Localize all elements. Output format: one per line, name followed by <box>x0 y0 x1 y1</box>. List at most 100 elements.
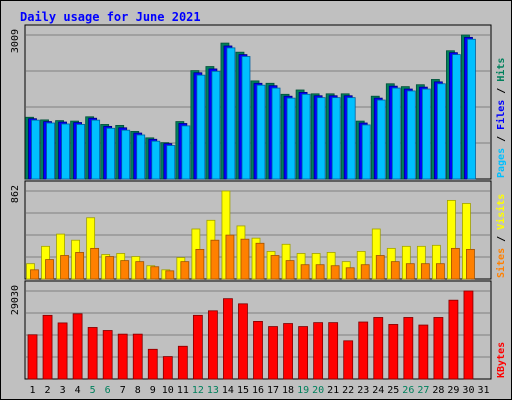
bar-pages-day-22 <box>346 97 356 180</box>
legend-visits: Visits <box>495 194 507 230</box>
bar-kbytes-day-28 <box>433 317 444 380</box>
x-tick-label-day-25: 25 <box>387 385 399 396</box>
x-tick-label-day-24: 24 <box>372 385 384 396</box>
legend-hits-files-pages: Pages / Files / Hits <box>495 58 507 178</box>
bar-pages-day-7 <box>121 129 131 180</box>
bar-kbytes-day-25 <box>388 324 399 380</box>
x-tick-label-day-18: 18 <box>282 385 294 396</box>
bar-sites-day-8 <box>135 261 145 280</box>
x-tick-label-day-20: 20 <box>312 385 324 396</box>
bar-pages-day-23 <box>361 124 371 180</box>
bar-sites-day-20 <box>315 264 325 280</box>
series-pages <box>31 38 476 180</box>
x-tick-label-day-13: 13 <box>207 385 219 396</box>
x-tick-label-day-6: 6 <box>105 385 111 396</box>
x-tick-label-day-30: 30 <box>462 385 474 396</box>
x-tick-label-day-7: 7 <box>120 385 126 396</box>
bar-sites-day-2 <box>45 259 54 280</box>
bar-sites-day-29 <box>451 247 460 280</box>
bar-sites-day-13 <box>210 239 220 280</box>
bar-pages-day-27 <box>421 88 431 180</box>
bar-kbytes-day-27 <box>418 324 429 380</box>
bar-pages-day-4 <box>76 124 86 180</box>
bar-sites-day-16 <box>255 242 265 280</box>
bar-kbytes-day-3 <box>57 322 68 380</box>
bar-pages-day-14 <box>226 47 236 180</box>
bar-sites-day-3 <box>60 255 69 280</box>
x-tick-label-day-12: 12 <box>192 385 204 396</box>
bar-sites-day-7 <box>120 260 130 280</box>
panel-hits-files-pages: 3009 Pages / Files / Hits <box>10 24 507 180</box>
bar-pages-day-24 <box>376 99 386 180</box>
x-tick-label-day-15: 15 <box>237 385 249 396</box>
bar-pages-day-12 <box>196 74 206 180</box>
bar-kbytes-day-29 <box>448 299 459 380</box>
bar-sites-day-18 <box>285 260 295 280</box>
bar-pages-day-5 <box>91 119 101 180</box>
legend-pages: Pages <box>496 148 507 178</box>
x-tick-label-day-3: 3 <box>60 385 66 396</box>
bar-kbytes-day-5 <box>87 327 98 380</box>
bar-kbytes-day-11 <box>177 345 188 380</box>
x-tick-label-day-26: 26 <box>402 385 414 396</box>
bar-sites-day-17 <box>270 255 280 280</box>
bar-kbytes-day-6 <box>102 330 113 380</box>
bar-sites-day-11 <box>180 261 190 280</box>
bar-pages-day-29 <box>452 54 461 180</box>
bar-sites-day-4 <box>75 252 85 280</box>
x-tick-label-day-4: 4 <box>75 385 81 396</box>
bar-kbytes-day-10 <box>162 356 173 380</box>
legend-visits-sites: Sites / Visits <box>495 194 507 278</box>
x-tick-label-day-27: 27 <box>417 385 429 396</box>
bar-kbytes-day-2 <box>42 314 53 380</box>
x-tick-label-day-28: 28 <box>432 385 444 396</box>
x-tick-label-day-14: 14 <box>222 385 234 396</box>
x-tick-label-day-2: 2 <box>45 385 51 396</box>
bar-kbytes-day-14 <box>223 298 233 380</box>
bar-sites-day-22 <box>345 267 355 280</box>
bar-pages-day-21 <box>331 97 341 180</box>
x-tick-label-day-1: 1 <box>30 385 36 396</box>
series-sites <box>30 234 475 280</box>
x-tick-label-day-23: 23 <box>357 385 369 396</box>
bar-kbytes-day-18 <box>283 323 293 380</box>
bar-kbytes-day-1 <box>27 334 38 380</box>
bar-kbytes-day-26 <box>403 317 414 380</box>
x-tick-label-day-19: 19 <box>297 385 309 396</box>
bar-pages-day-26 <box>406 90 416 180</box>
legend-sites: Sites <box>495 248 507 278</box>
bar-sites-day-1 <box>30 269 39 280</box>
bar-sites-day-14 <box>225 234 235 280</box>
bar-kbytes-day-17 <box>268 326 278 380</box>
max-label-kbytes: 29030 <box>10 285 21 315</box>
bar-kbytes-day-22 <box>343 340 354 380</box>
bar-kbytes-day-30 <box>463 290 474 380</box>
legend-kbytes: KBytes <box>496 342 507 378</box>
x-tick-label-day-8: 8 <box>135 385 141 396</box>
legend-separator: / <box>496 82 507 100</box>
legend-files: Files <box>495 100 507 130</box>
bar-sites-day-19 <box>300 264 310 280</box>
legend-separator: / <box>496 130 507 148</box>
x-tick-label-day-22: 22 <box>342 385 354 396</box>
bar-sites-day-12 <box>195 248 205 280</box>
series-kbytes <box>27 290 474 380</box>
bar-sites-day-10 <box>165 270 175 280</box>
bar-pages-day-13 <box>211 70 221 180</box>
legend-separator: / <box>496 230 507 248</box>
x-tick-label-day-31: 31 <box>477 385 489 396</box>
max-label-hits-files-pages: 3009 <box>10 29 21 53</box>
bar-pages-day-16 <box>256 84 266 180</box>
x-tick-label-day-9: 9 <box>150 385 156 396</box>
bar-sites-day-30 <box>466 248 475 280</box>
bar-pages-day-28 <box>436 83 446 180</box>
bar-sites-day-25 <box>390 261 400 280</box>
max-label-visits-sites: 862 <box>10 185 21 203</box>
bar-sites-day-28 <box>435 263 445 280</box>
bar-kbytes-day-21 <box>328 322 339 380</box>
bar-pages-day-6 <box>106 127 116 180</box>
bar-pages-day-2 <box>46 122 55 180</box>
x-tick-label-day-16: 16 <box>252 385 264 396</box>
x-axis-labels: 1 2 3 4 5 6 7 8 9 10 11 12 13 14 15 16 17 18 19 20 21 22 23 24 2… <box>30 385 490 396</box>
bar-kbytes-day-9 <box>147 348 158 380</box>
